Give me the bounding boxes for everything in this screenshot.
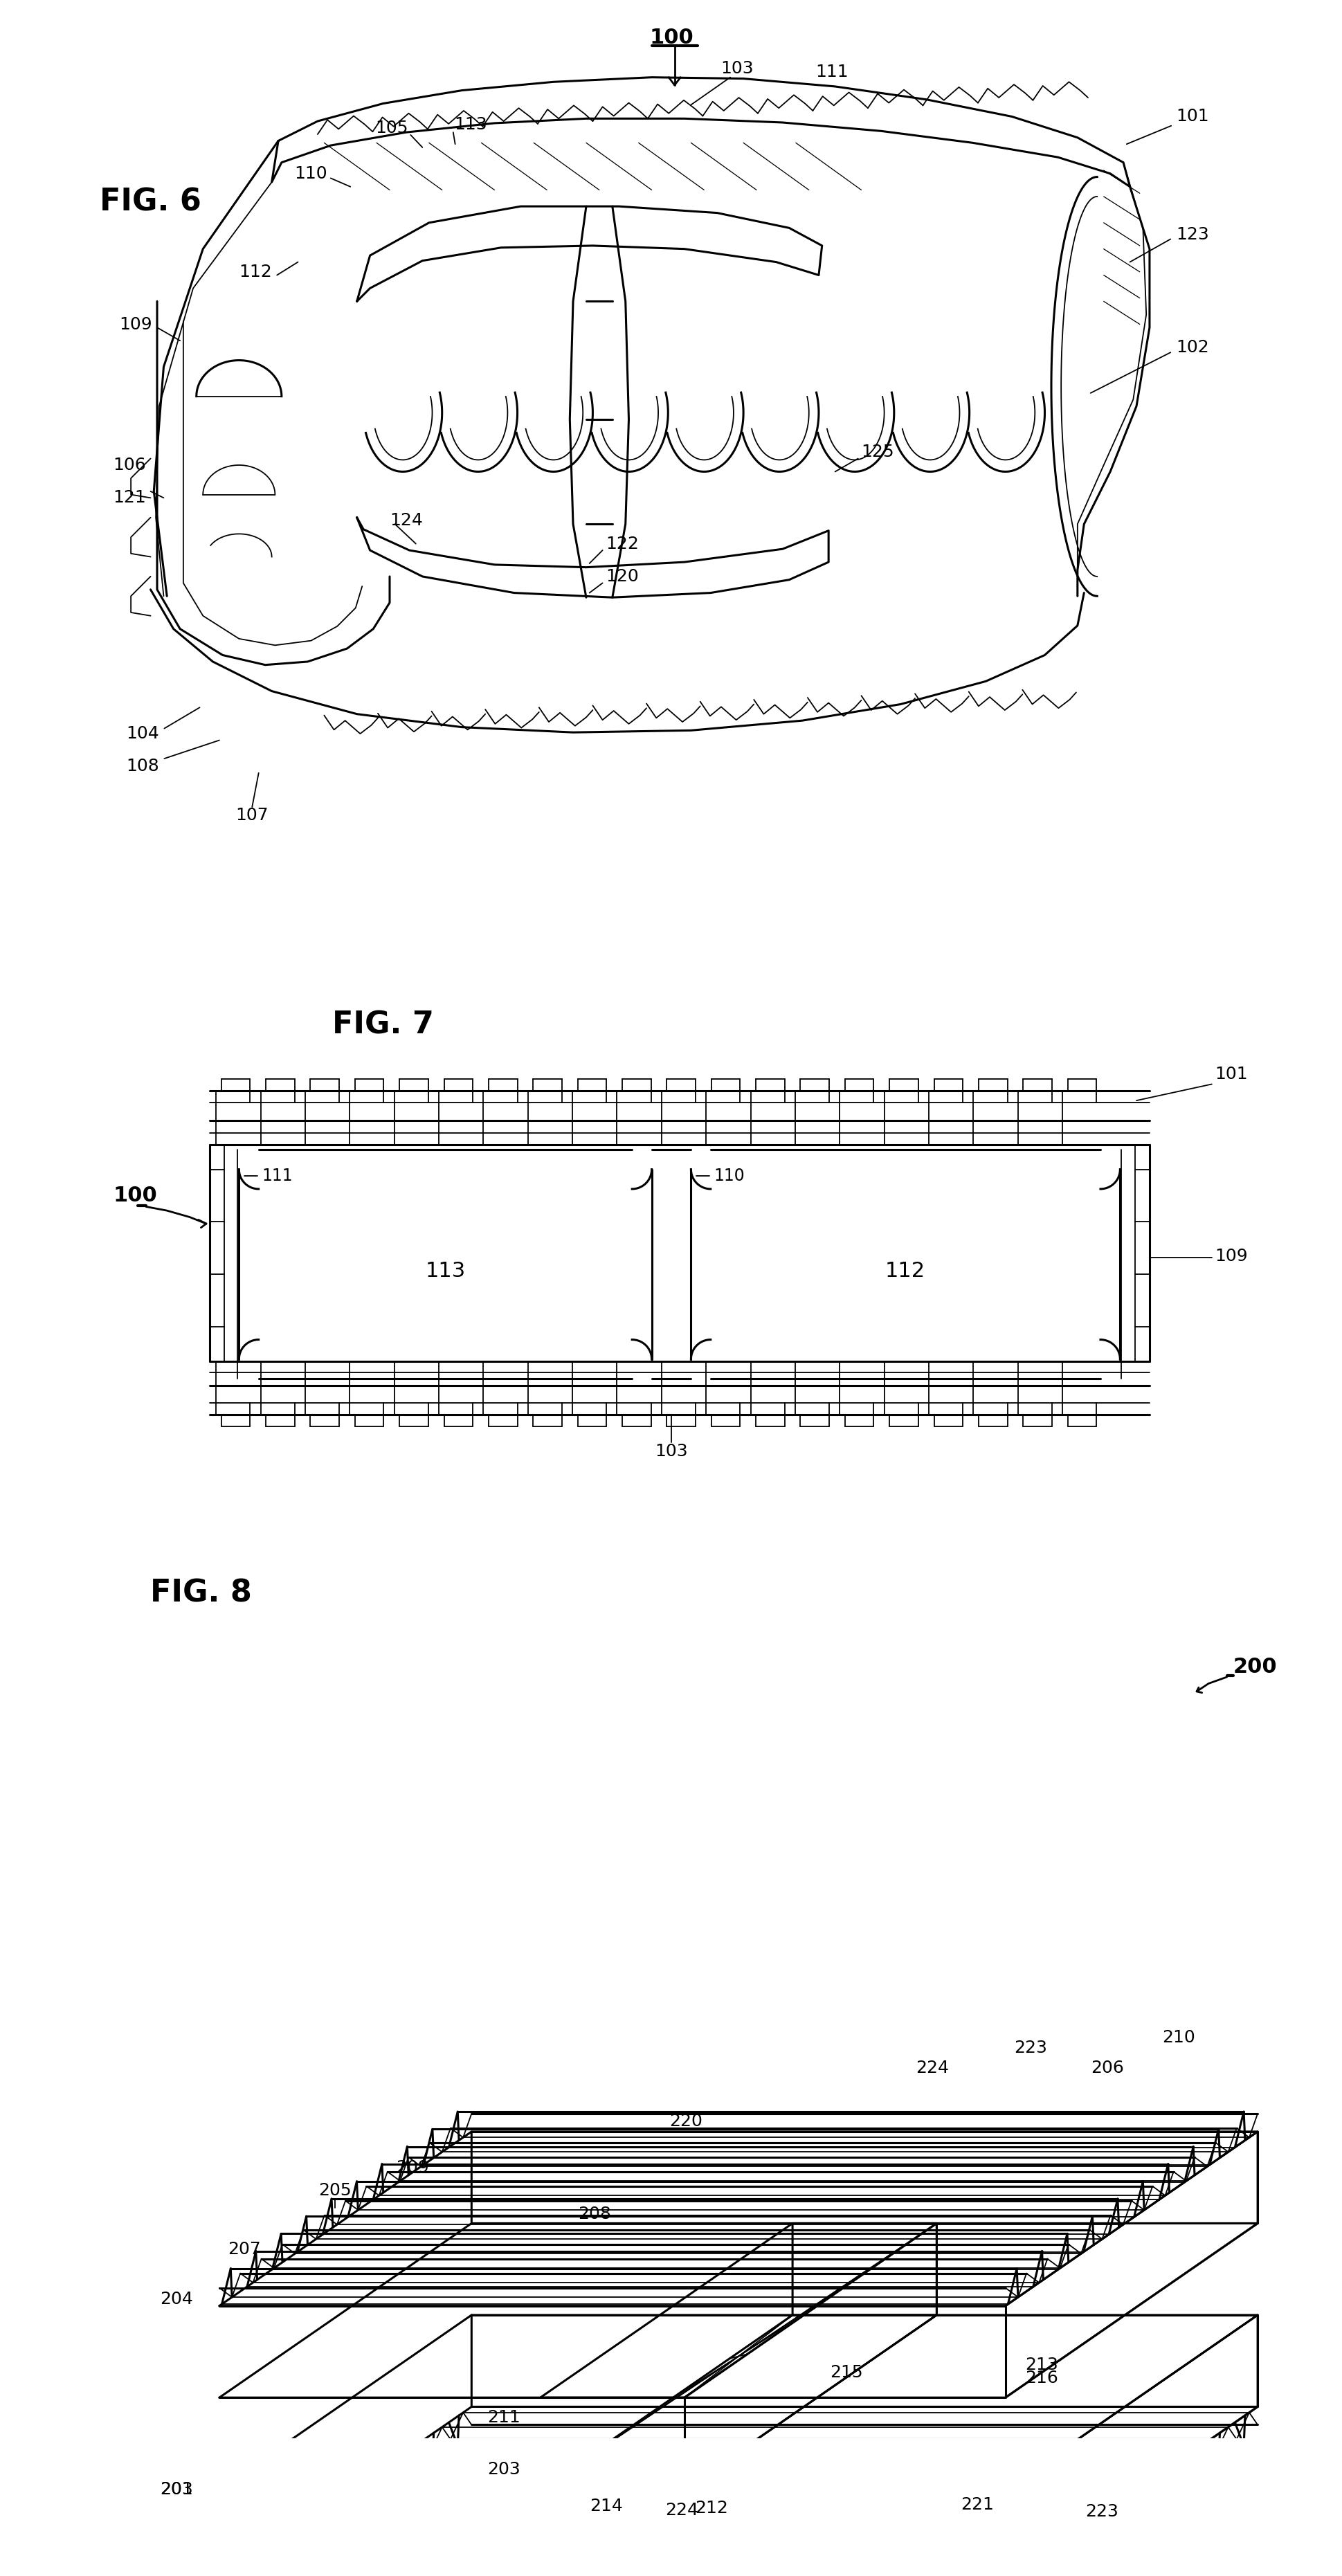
Text: 209: 209 — [396, 2159, 428, 2177]
Text: 113: 113 — [454, 116, 487, 134]
Text: 204: 204 — [160, 2290, 193, 2308]
Text: 203: 203 — [487, 2460, 521, 2478]
Text: 200: 200 — [1233, 1656, 1276, 1677]
Text: 110: 110 — [294, 165, 327, 183]
Text: 124: 124 — [389, 513, 423, 528]
Text: 109: 109 — [1215, 1249, 1247, 1265]
Text: 105: 105 — [374, 118, 408, 137]
Text: 111: 111 — [262, 1167, 293, 1185]
Text: FIG. 7: FIG. 7 — [331, 1010, 433, 1041]
Text: 220: 220 — [668, 2112, 702, 2130]
Text: 201: 201 — [160, 2481, 193, 2499]
Text: 210: 210 — [1161, 2030, 1194, 2045]
Text: 206: 206 — [1090, 2061, 1123, 2076]
Text: 213: 213 — [1024, 2357, 1057, 2372]
Text: 203: 203 — [160, 2481, 193, 2499]
Text: 221: 221 — [961, 2496, 993, 2514]
Text: 224: 224 — [666, 2501, 698, 2519]
Text: 110: 110 — [714, 1167, 745, 1185]
Text: 123: 123 — [1176, 227, 1208, 242]
Text: 100: 100 — [113, 1185, 157, 1206]
Text: 125: 125 — [860, 443, 894, 461]
Text: 102: 102 — [1176, 340, 1208, 355]
Text: 205: 205 — [318, 2182, 352, 2197]
Text: 112: 112 — [884, 1260, 925, 1280]
Text: 107: 107 — [235, 806, 268, 824]
Text: 103: 103 — [655, 1443, 687, 1458]
Text: 103: 103 — [721, 59, 753, 77]
Text: 109: 109 — [119, 317, 153, 332]
Text: 224: 224 — [915, 2061, 949, 2076]
Text: 223: 223 — [1084, 2504, 1118, 2519]
Text: 113: 113 — [425, 1260, 466, 1280]
Text: 120: 120 — [605, 569, 639, 585]
Text: 121: 121 — [113, 489, 146, 505]
Text: 207: 207 — [228, 2241, 260, 2257]
Text: FIG. 8: FIG. 8 — [150, 1579, 252, 1607]
Text: 208: 208 — [578, 2205, 611, 2223]
Text: 106: 106 — [113, 456, 146, 474]
Text: 100: 100 — [650, 28, 692, 49]
Text: FIG. 6: FIG. 6 — [99, 188, 201, 216]
Text: 216: 216 — [1024, 2370, 1057, 2385]
Text: 215: 215 — [829, 2365, 863, 2380]
Text: 223: 223 — [1013, 2040, 1047, 2056]
Text: 111: 111 — [815, 64, 848, 80]
Text: 214: 214 — [589, 2499, 623, 2514]
Text: 104: 104 — [126, 726, 158, 742]
Text: 112: 112 — [239, 263, 271, 281]
Text: 101: 101 — [1215, 1066, 1247, 1082]
Text: 101: 101 — [1176, 108, 1208, 124]
Text: 212: 212 — [695, 2499, 727, 2517]
Text: 211: 211 — [487, 2409, 521, 2427]
Text: 122: 122 — [605, 536, 639, 551]
Text: 108: 108 — [126, 757, 158, 775]
